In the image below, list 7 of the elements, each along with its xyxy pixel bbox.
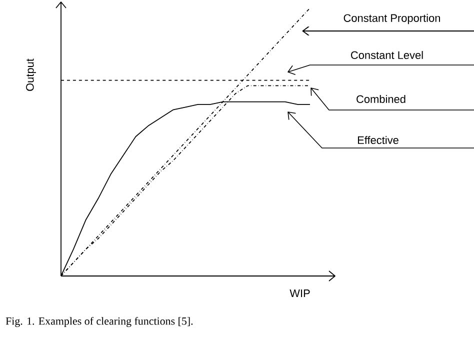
text: Effective: [358, 136, 398, 144]
y-axis-title: Output: [26, 58, 36, 91]
x-axis-title: WIP: [290, 290, 310, 298]
text: Constant Level: [351, 50, 423, 60]
text: Combined: [356, 94, 406, 104]
text: Constant Proportion: [344, 14, 440, 24]
caption: Fig. 1. Examples of clearing functions [5].: [6, 316, 193, 328]
